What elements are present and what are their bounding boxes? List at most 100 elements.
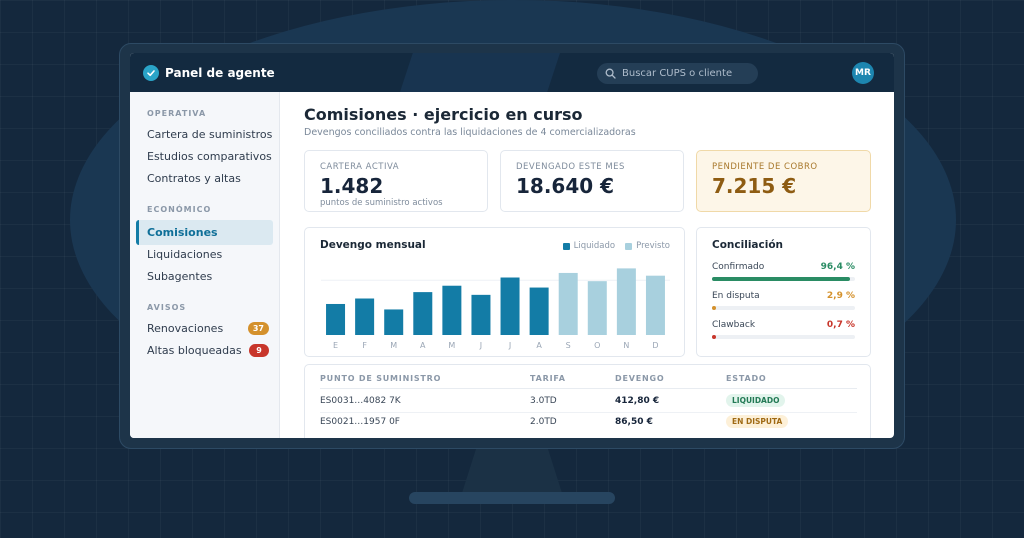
chart-tick-label: J <box>479 341 482 350</box>
cell-devengo: 412,80 € <box>615 396 660 406</box>
conciliacion-title: Conciliación <box>712 239 784 251</box>
chart-tick-label: M <box>448 341 455 350</box>
sidebar-item-comisiones[interactable]: Comisiones <box>136 220 273 245</box>
chart-bar[interactable] <box>413 292 433 335</box>
sidebar-item-label: Cartera de suministros <box>147 128 273 141</box>
conciliacion-value: 0,7 % <box>826 320 855 330</box>
sidebar-item-label: Subagentes <box>147 270 213 283</box>
page-subtitle: Devengos conciliados contra las liquidac… <box>304 127 636 138</box>
conciliacion-row-disputa: En disputa 2,9 % <box>712 291 855 310</box>
sidebar-item-renovaciones[interactable]: Renovaciones 37 <box>136 316 273 341</box>
table-row[interactable]: ES0021…1957 0F 2.0TD 86,50 € EN DISPUTA <box>305 412 871 433</box>
search-icon <box>605 64 616 83</box>
conciliacion-label: Clawback <box>712 320 756 330</box>
cell-cups: ES0031…4082 7K <box>320 396 401 406</box>
chart-bar[interactable] <box>355 298 375 336</box>
avatar[interactable]: MR <box>852 62 874 84</box>
kpi-card-cartera[interactable]: CARTERA ACTIVA 1.482 puntos de suministr… <box>304 150 488 212</box>
chart-bar[interactable] <box>645 275 665 335</box>
sidebar-item-label: Renovaciones <box>147 322 224 335</box>
kpi-value: 18.640 € <box>516 174 615 198</box>
kpi-label: CARTERA ACTIVA <box>320 162 400 172</box>
sidebar-item-label: Comisiones <box>147 226 218 239</box>
kpi-note: puntos de suministro activos <box>320 198 443 208</box>
chart-bar[interactable] <box>529 287 549 335</box>
sidebar-section-avisos: AVISOS <box>147 303 187 312</box>
sidebar-item-altas-bloqueadas[interactable]: Altas bloqueadas 9 <box>136 338 273 363</box>
chart-bar[interactable] <box>587 281 607 335</box>
column-header-tarifa[interactable]: TARIFA <box>530 374 566 383</box>
app-title: Panel de agente <box>165 66 275 80</box>
chart-bar[interactable] <box>326 303 346 335</box>
column-header-punto[interactable]: PUNTO DE SUMINISTRO <box>320 374 442 383</box>
sidebar-item-estudios[interactable]: Estudios comparativos <box>136 144 273 169</box>
chart-tick-label: D <box>652 341 658 350</box>
conciliacion-fill <box>712 335 717 339</box>
conciliacion-track <box>712 306 855 310</box>
sidebar-section-operativa: OPERATIVA <box>147 109 207 118</box>
app-screen: Panel de agente MR OPERATIVA Cartera de … <box>130 53 894 438</box>
count-badge-altas-bloqueadas: 9 <box>249 344 269 357</box>
search-input[interactable] <box>622 68 752 79</box>
chart-card: Devengo mensual Liquidado Previsto E F M A M… <box>304 227 685 357</box>
kpi-card-devengado[interactable]: DEVENGADO ESTE MES 18.640 € <box>500 150 684 212</box>
sidebar: OPERATIVA Cartera de suministros Estudio… <box>130 92 280 438</box>
conciliacion-track <box>712 277 855 281</box>
column-header-devengo[interactable]: DEVENGO <box>615 374 665 383</box>
legend-item-previsto: Previsto <box>625 241 670 251</box>
legend-item-liquidado: Liquidado <box>562 241 615 251</box>
chart-title: Devengo mensual <box>320 239 426 251</box>
chart-bar[interactable] <box>384 309 404 335</box>
chart-bar[interactable] <box>442 285 462 335</box>
chart-bar[interactable] <box>558 272 578 335</box>
check-icon <box>143 65 159 81</box>
chart-bar[interactable] <box>616 268 636 335</box>
sidebar-item-liquidaciones[interactable]: Liquidaciones <box>136 242 273 267</box>
brand[interactable]: Panel de agente <box>143 65 275 81</box>
sidebar-item-label: Estudios comparativos <box>147 150 272 163</box>
sidebar-item-contratos[interactable]: Contratos y altas <box>136 166 273 191</box>
legend-swatch <box>562 242 570 250</box>
conciliacion-label: Confirmado <box>712 262 765 272</box>
conciliacion-value: 2,9 % <box>826 291 855 301</box>
sidebar-section-economico: ECONÓMICO <box>147 205 212 214</box>
column-header-estado[interactable]: ESTADO <box>726 374 767 383</box>
cell-devengo: 86,50 € <box>615 417 653 427</box>
legend-label: Previsto <box>636 241 670 251</box>
sidebar-item-cartera[interactable]: Cartera de suministros <box>136 122 273 147</box>
kpi-value: 1.482 <box>320 174 384 198</box>
conciliacion-fill <box>712 306 717 310</box>
kpi-card-pendiente[interactable]: PENDIENTE DE COBRO 7.215 € <box>696 150 871 212</box>
sidebar-item-label: Altas bloqueadas <box>147 344 242 357</box>
table-card: PUNTO DE SUMINISTRO TARIFA DEVENGO ESTAD… <box>304 364 871 438</box>
kpi-value: 7.215 € <box>712 174 797 198</box>
chart-tick-label: M <box>390 341 397 350</box>
chart-tick-label: E <box>333 341 338 350</box>
sidebar-item-subagentes[interactable]: Subagentes <box>136 264 273 289</box>
chart-tick-label: O <box>594 341 600 350</box>
topbar-decoration <box>400 53 560 92</box>
conciliacion-card: Conciliación Confirmado 96,4 % En disput… <box>696 227 871 357</box>
chart-tick-label: N <box>623 341 629 350</box>
conciliacion-row-confirmado: Confirmado 96,4 % <box>712 262 855 281</box>
chart-tick-label: S <box>566 341 571 350</box>
main-content: Comisiones · ejercicio en curso Devengos… <box>280 92 894 438</box>
conciliacion-row-clawback: Clawback 0,7 % <box>712 320 855 339</box>
chart-tick-label: J <box>508 341 511 350</box>
conciliacion-label: En disputa <box>712 291 760 301</box>
conciliacion-fill <box>712 277 850 281</box>
legend-swatch <box>625 242 633 250</box>
kpi-label: PENDIENTE DE COBRO <box>712 162 818 172</box>
count-badge-renovaciones: 37 <box>247 322 269 335</box>
sidebar-item-label: Contratos y altas <box>147 172 241 185</box>
sidebar-item-label: Liquidaciones <box>147 248 223 261</box>
chart-bar[interactable] <box>500 277 520 335</box>
page-title: Comisiones · ejercicio en curso <box>304 105 583 124</box>
top-bar: Panel de agente MR <box>130 53 894 92</box>
table-row[interactable]: ES0031…4082 7K 3.0TD 412,80 € LIQUIDADO <box>305 391 871 412</box>
conciliacion-track <box>712 335 855 339</box>
conciliacion-value: 96,4 % <box>820 262 855 272</box>
search-box[interactable] <box>597 63 758 84</box>
chart-bar[interactable] <box>471 294 491 335</box>
